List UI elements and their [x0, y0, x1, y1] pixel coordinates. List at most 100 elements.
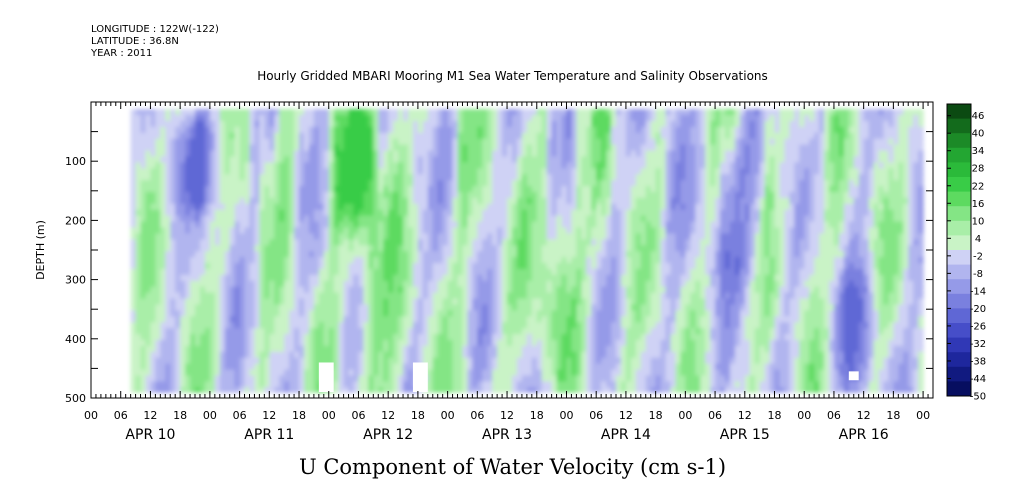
field-cell	[170, 150, 176, 158]
field-cell	[130, 310, 137, 317]
field-cell	[502, 263, 508, 270]
field-cell	[403, 138, 409, 146]
field-cell	[403, 286, 409, 294]
field-cell	[512, 280, 518, 288]
field-cell	[596, 304, 602, 311]
field-cell	[308, 245, 315, 252]
field-cell	[269, 168, 275, 175]
field-cell	[611, 233, 617, 240]
field-cell	[313, 369, 320, 377]
field-cell	[507, 109, 513, 116]
field-cell	[422, 227, 429, 235]
field-cell	[130, 334, 137, 341]
field-cell	[299, 363, 305, 371]
field-cell	[323, 286, 330, 294]
field-cell	[249, 369, 256, 377]
field-cell	[318, 197, 325, 205]
field-cell	[289, 339, 295, 347]
field-cell	[209, 233, 216, 240]
field-cell	[556, 268, 563, 276]
field-cell	[467, 233, 473, 240]
field-cell	[591, 138, 597, 146]
field-cell	[403, 174, 409, 181]
field-cell	[343, 132, 350, 140]
field-cell	[437, 120, 444, 128]
field-cell	[635, 351, 642, 359]
field-cell	[323, 221, 330, 229]
field-cell	[224, 120, 231, 128]
field-cell	[601, 257, 607, 264]
field-cell	[536, 191, 543, 199]
field-cell	[249, 115, 256, 122]
field-cell	[199, 263, 206, 270]
field-cell	[209, 257, 216, 264]
field-cell	[140, 245, 147, 252]
field-cell	[398, 245, 404, 252]
field-cell	[427, 109, 434, 116]
field-cell	[521, 203, 528, 211]
field-cell	[462, 115, 469, 122]
field-cell	[140, 316, 147, 323]
field-cell	[541, 304, 548, 311]
field-cell	[269, 345, 275, 353]
field-cell	[150, 233, 156, 240]
field-cell	[199, 257, 206, 264]
field-cell	[581, 221, 587, 229]
field-cell	[620, 268, 627, 276]
field-cell	[427, 292, 434, 300]
field-cell	[259, 239, 265, 246]
field-cell	[571, 328, 577, 335]
field-cell	[368, 387, 374, 393]
field-cell	[497, 304, 503, 311]
field-cell	[199, 209, 206, 217]
field-cell	[596, 263, 602, 270]
field-cell	[378, 120, 384, 128]
field-cell	[457, 115, 464, 122]
field-cell	[373, 168, 379, 175]
field-cell	[353, 363, 360, 371]
field-cell	[596, 203, 602, 211]
field-cell	[313, 280, 320, 288]
field-cell	[620, 156, 627, 163]
field-cell	[427, 268, 434, 276]
field-cell	[393, 168, 399, 175]
field-cell	[497, 316, 503, 323]
field-cell	[368, 197, 374, 205]
field-cell	[180, 274, 186, 282]
field-cell	[204, 339, 211, 347]
field-cell	[289, 375, 295, 383]
field-cell	[284, 274, 290, 282]
field-cell	[254, 191, 260, 199]
field-cell	[333, 203, 340, 211]
field-cell	[279, 345, 285, 353]
field-cell	[323, 203, 330, 211]
field-cell	[640, 144, 647, 152]
field-cell	[472, 162, 478, 169]
field-cell	[606, 310, 612, 317]
field-cell	[403, 203, 409, 211]
field-cell	[313, 156, 320, 163]
field-cell	[150, 298, 156, 306]
field-cell	[581, 144, 587, 152]
field-cell	[264, 162, 270, 169]
field-cell	[640, 203, 647, 211]
field-cell	[556, 150, 563, 158]
field-cell	[239, 197, 246, 205]
field-cell	[507, 280, 513, 288]
field-cell	[338, 304, 345, 311]
field-cell	[467, 120, 473, 128]
field-cell	[546, 334, 553, 341]
field-cell	[467, 369, 473, 377]
field-cell	[601, 239, 607, 246]
field-cell	[635, 345, 642, 353]
field-cell	[630, 292, 637, 300]
field-cell	[214, 369, 221, 377]
field-cell	[566, 292, 573, 300]
field-cell	[432, 357, 439, 365]
field-cell	[437, 375, 444, 383]
field-cell	[388, 115, 394, 122]
field-cell	[175, 298, 181, 306]
field-cell	[492, 292, 498, 300]
field-cell	[348, 251, 355, 258]
field-cell	[417, 286, 424, 294]
